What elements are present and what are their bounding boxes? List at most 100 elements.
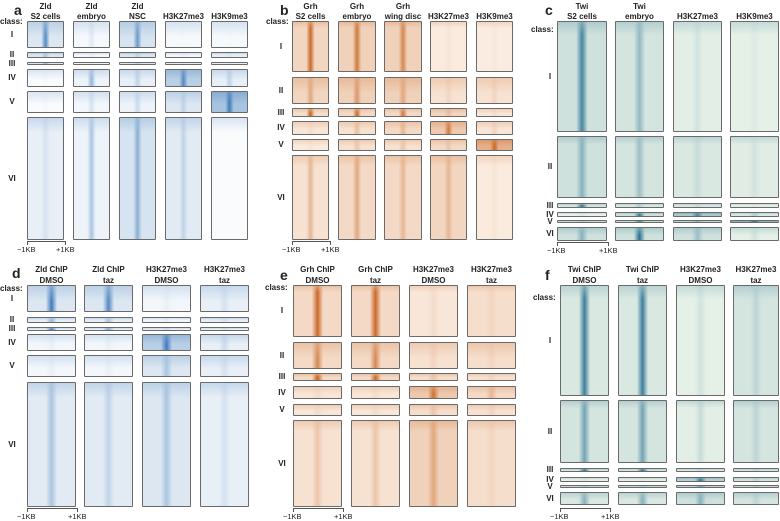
class-label: class:: [531, 25, 554, 34]
column-label: H3K9me3: [211, 12, 248, 21]
row-class-label: V: [279, 405, 285, 414]
heatmap-cell: [142, 285, 191, 312]
heatmap-cell: [165, 91, 202, 113]
heatmap-cell: [618, 492, 667, 505]
heatmap-cell: [165, 117, 202, 240]
heatmap-cell: [338, 139, 376, 151]
heatmap-cell: [409, 373, 458, 381]
row-class-label: I: [548, 71, 552, 81]
heatmap-cell: [676, 485, 725, 488]
heatmap-cell: [467, 420, 516, 507]
heatmap-cell: [293, 342, 342, 369]
heatmap-cell: [142, 334, 191, 351]
heatmap-cell: [165, 69, 202, 87]
column-label: taz: [218, 276, 231, 285]
x-tick-label: +1KB: [599, 246, 618, 255]
column-label: Zld ChIP: [92, 265, 125, 274]
heatmap-cell: [27, 91, 64, 113]
column-label: H3K27me3: [471, 265, 512, 274]
heatmap-cell: [557, 212, 607, 217]
column-label: H3K27me3: [428, 12, 469, 21]
column-label: embryo: [625, 12, 654, 21]
column-label: H3K9me3: [736, 12, 773, 21]
heatmap-cell: [430, 21, 467, 72]
heatmap-cell: [430, 139, 467, 151]
heatmap-cell: [673, 21, 722, 132]
heatmap-cell: [84, 382, 133, 507]
row-class-label: II: [9, 50, 15, 59]
row-class-label: V: [278, 140, 284, 149]
column-label: DMSO: [154, 276, 179, 285]
heatmap-cell: [560, 492, 609, 505]
row-class-label: III: [277, 107, 285, 117]
row-class-label: V: [9, 97, 15, 106]
heatmap-cell: [733, 477, 779, 482]
x-tick-label: −1KB: [547, 246, 566, 255]
row-class-label: VI: [8, 173, 16, 183]
row-class-label: VI: [546, 493, 554, 503]
heatmap-cell: [384, 108, 422, 117]
heatmap-cell: [615, 203, 664, 208]
heatmap-cell: [119, 62, 156, 65]
heatmap-cell: [615, 227, 664, 241]
row-class-label: V: [547, 481, 553, 491]
heatmap-cell: [351, 404, 400, 416]
heatmap-cell: [338, 108, 376, 117]
heatmap-cell: [351, 420, 400, 507]
heatmap-cell: [84, 317, 133, 323]
column-label: DMSO: [572, 276, 597, 285]
heatmap-cell: [560, 468, 609, 472]
heatmap-cell: [557, 227, 607, 241]
column-label: H3K27me3: [163, 12, 204, 21]
heatmap-cell: [200, 355, 249, 377]
heatmap-cell: [733, 400, 779, 463]
heatmap-cell: [557, 136, 607, 198]
heatmap-cell: [211, 91, 248, 113]
column-label: H3K9me3: [476, 12, 513, 21]
row-class-label: II: [279, 350, 285, 360]
column-label: taz: [369, 276, 382, 285]
row-class-label: IV: [8, 337, 16, 347]
heatmap-cell: [142, 382, 191, 507]
heatmap-cell: [618, 477, 667, 482]
heatmap-cell: [557, 220, 607, 223]
heatmap-cell: [676, 468, 725, 472]
row-class-label: III: [278, 372, 286, 381]
heatmap-cell: [384, 139, 422, 151]
column-label: Twi: [633, 2, 646, 11]
heatmap-cell: [211, 52, 248, 58]
column-label: NSC: [129, 12, 146, 21]
heatmap-cell: [476, 77, 513, 104]
heatmap-cell: [430, 121, 467, 135]
class-label: class:: [266, 17, 289, 26]
heatmap-cell: [615, 136, 664, 198]
column-label: Zld: [39, 2, 52, 11]
row-class-label: I: [279, 41, 283, 51]
heatmap-cell: [165, 21, 202, 48]
heatmap-cell: [27, 117, 64, 240]
x-axis: [560, 508, 611, 512]
x-axis: [293, 508, 344, 512]
column-label: H3K27me3: [735, 265, 777, 274]
heatmap-cell: [351, 386, 400, 399]
x-tick-label: +1KB: [321, 245, 340, 254]
row-class-label: II: [278, 85, 284, 95]
heatmap-cell: [338, 155, 376, 240]
heatmap-cell: [200, 382, 249, 507]
row-class-label: III: [8, 324, 16, 333]
row-class-label: VI: [277, 192, 285, 202]
heatmap-cell: [615, 220, 664, 223]
heatmap-cell: [467, 285, 516, 337]
row-class-label: III: [546, 200, 554, 210]
panel-letter: e: [280, 267, 288, 283]
column-label: Grh: [395, 2, 411, 11]
heatmap-cell: [467, 342, 516, 369]
panel-letter: a: [14, 2, 22, 18]
heatmap-cell: [293, 404, 342, 416]
row-class-label: IV: [277, 123, 285, 132]
heatmap-cell: [200, 317, 249, 323]
heatmap-cell: [119, 69, 156, 87]
heatmap-cell: [84, 327, 133, 331]
heatmap-cell: [27, 62, 64, 65]
x-tick-label: −1KB: [282, 245, 301, 254]
